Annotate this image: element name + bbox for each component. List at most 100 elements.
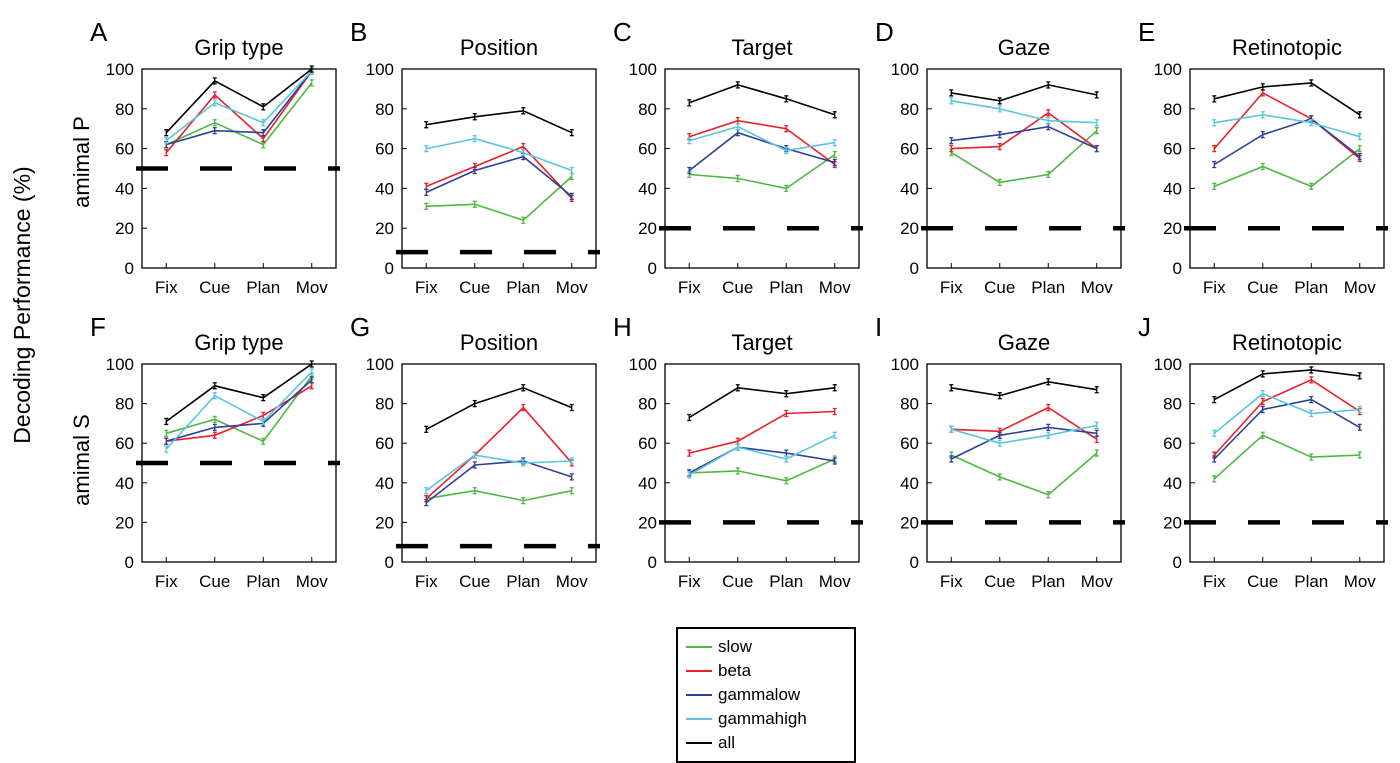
errbar-b-gammalow-mov — [569, 192, 574, 201]
errbar-d-slow-cue — [997, 178, 1002, 187]
errbar-j-gammahigh-cue — [1260, 390, 1265, 398]
errbar-g-all-cue — [472, 399, 477, 408]
errbar-a-gammalow-plan — [261, 129, 266, 137]
errbar-i-all-mov — [1094, 386, 1099, 394]
panel-c: C Target 0 20 40 60 80 100 Fix Cue Plan Mov — [613, 17, 863, 297]
series-line-j-all — [1213, 369, 1360, 401]
x-tick-label-e-fix: Fix — [1203, 278, 1226, 297]
errbar-e-gammahigh-plan — [1309, 119, 1314, 127]
y-tick-label-b-40: 40 — [375, 179, 394, 198]
errbar-j-all-fix — [1212, 395, 1217, 404]
errbar-j-slow-fix — [1212, 475, 1217, 483]
errbar-c-slow-mov — [832, 150, 837, 159]
series-line-h-gammalow — [688, 446, 835, 474]
errbar-g-gammalow-fix — [424, 498, 429, 507]
errbar-h-slow-cue — [735, 467, 740, 475]
errbar-h-gammahigh-fix — [687, 471, 692, 479]
series-line-d-gammahigh — [951, 100, 1097, 124]
y-tick-label-f-0: 0 — [125, 553, 134, 572]
errbar-i-gammalow-cue — [997, 431, 1002, 439]
errbar-h-gammahigh-mov — [832, 431, 837, 439]
y-tick-label-d-80: 80 — [900, 100, 919, 119]
y-tick-label-c-100: 100 — [629, 60, 657, 79]
panel-title-a: Grip type — [194, 35, 283, 60]
figure: Decoding Performance (%) amimal P amimal… — [9, 17, 1388, 591]
series-line-i-slow — [950, 452, 1098, 496]
panel-letter-d: D — [875, 17, 894, 47]
panel-e: E Retinotopic 0 20 40 60 80 100 Fix Cue Plan Mov — [1138, 17, 1388, 297]
errbar-c-gammalow-fix — [687, 166, 692, 175]
errbar-h-all-mov — [832, 384, 837, 392]
errbar-f-gammahigh-plan — [261, 417, 266, 426]
legend-swatch-gammalow — [686, 694, 712, 696]
x-tick-label-g-mov: Mov — [556, 572, 589, 591]
errbar-g-gammahigh-mov — [569, 457, 574, 465]
errbar-i-gammalow-mov — [1094, 429, 1099, 437]
errbar-i-slow-cue — [997, 473, 1002, 481]
errbar-d-all-mov — [1094, 91, 1099, 99]
x-tick-label-d-fix: Fix — [940, 278, 963, 297]
x-tick-label-j-plan: Plan — [1294, 572, 1328, 591]
series-line-a-slow — [165, 82, 313, 146]
series-line-d-slow — [950, 130, 1098, 184]
errbar-d-gammalow-fix — [949, 136, 954, 145]
y-tick-label-j-40: 40 — [1163, 474, 1182, 493]
errbar-d-gammalow-cue — [997, 131, 1002, 139]
y-tick-label-g-20: 20 — [375, 513, 394, 532]
y-tick-label-h-20: 20 — [638, 513, 657, 532]
axes-frame-g — [401, 363, 597, 563]
errbar-a-gammalow-cue — [212, 127, 217, 135]
panel-b: B Position 0 20 40 60 80 100 Fix Cue Plan Mov — [350, 17, 600, 297]
y-tick-label-a-80: 80 — [115, 100, 134, 119]
y-tick-label-d-40: 40 — [900, 179, 919, 198]
x-tick-label-d-cue: Cue — [984, 278, 1015, 297]
series-line-i-beta — [951, 406, 1098, 440]
y-tick-label-g-40: 40 — [375, 474, 394, 493]
y-tick-label-f-20: 20 — [115, 513, 134, 532]
series-line-b-gammahigh — [426, 137, 573, 172]
errbar-d-gammahigh-mov — [1094, 119, 1099, 127]
series-line-i-gammalow — [950, 426, 1097, 460]
errbar-a-all-cue — [212, 77, 217, 85]
row-label-animal-p: amimal P — [69, 116, 94, 208]
series-line-a-all — [165, 68, 313, 134]
y-tick-label-b-20: 20 — [375, 219, 394, 238]
errbar-i-beta-mov — [1094, 435, 1099, 443]
series-line-a-beta — [165, 70, 313, 154]
errbar-f-slow-plan — [261, 437, 266, 445]
y-tick-label-i-20: 20 — [900, 513, 919, 532]
y-tick-label-i-0: 0 — [910, 553, 919, 572]
legend-swatch-beta — [686, 670, 712, 672]
panel-letter-i: I — [875, 312, 882, 342]
panel-g: G Position 0 20 40 60 80 100 Fix Cue Plan Mov — [350, 312, 600, 591]
x-tick-label-j-mov: Mov — [1344, 572, 1377, 591]
errbar-f-beta-cue — [212, 431, 217, 439]
axes-frame-i — [926, 363, 1122, 563]
x-tick-label-h-mov: Mov — [819, 572, 852, 591]
errbar-h-slow-plan — [784, 477, 789, 485]
errbar-e-all-cue — [1260, 83, 1265, 91]
y-tick-label-b-100: 100 — [366, 60, 394, 79]
series-line-e-all — [1214, 82, 1361, 116]
series-line-e-slow — [1213, 147, 1361, 188]
panel-title-b: Position — [460, 35, 538, 60]
series-line-f-all — [165, 363, 313, 423]
panel-f: F Grip type 0 20 40 60 80 100 Fix Cue Plan Mov — [90, 312, 340, 591]
series-line-e-gammahigh — [1214, 113, 1361, 138]
row-label-animal-s: amimal S — [69, 414, 94, 506]
y-tick-label-d-60: 60 — [900, 140, 919, 159]
errbar-h-beta-plan — [784, 409, 789, 418]
x-tick-label-j-cue: Cue — [1247, 572, 1278, 591]
errbar-i-beta-plan — [1046, 403, 1051, 412]
series-line-a-gammalow — [166, 70, 313, 146]
errbar-d-beta-plan — [1046, 109, 1051, 117]
series-line-i-gammahigh — [951, 424, 1097, 445]
series-line-h-all — [688, 386, 835, 419]
y-tick-label-j-60: 60 — [1163, 434, 1182, 453]
errbar-a-gammahigh-plan — [261, 119, 266, 127]
errbar-g-slow-mov — [569, 487, 574, 495]
panel-d: D Gaze 0 20 40 60 80 100 Fix Cue Plan Mov — [875, 17, 1125, 297]
errbar-d-gammahigh-plan — [1046, 117, 1051, 125]
y-tick-label-a-0: 0 — [125, 259, 134, 278]
errbar-a-gammahigh-cue — [212, 99, 217, 107]
